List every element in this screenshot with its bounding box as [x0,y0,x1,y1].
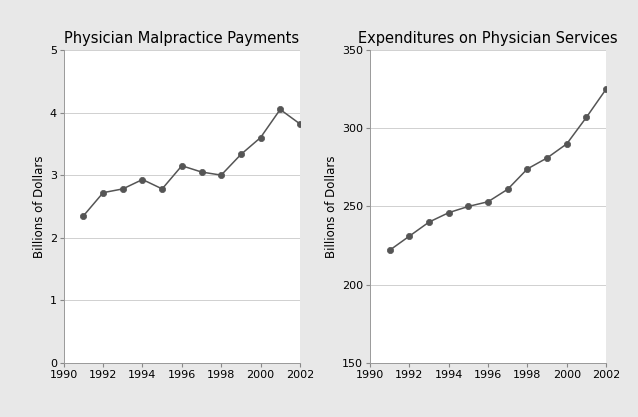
Y-axis label: Billions of Dollars: Billions of Dollars [325,155,338,258]
Title: Physician Malpractice Payments: Physician Malpractice Payments [64,31,299,46]
Y-axis label: Billions of Dollars: Billions of Dollars [33,155,45,258]
Title: Expenditures on Physician Services: Expenditures on Physician Services [359,31,618,46]
